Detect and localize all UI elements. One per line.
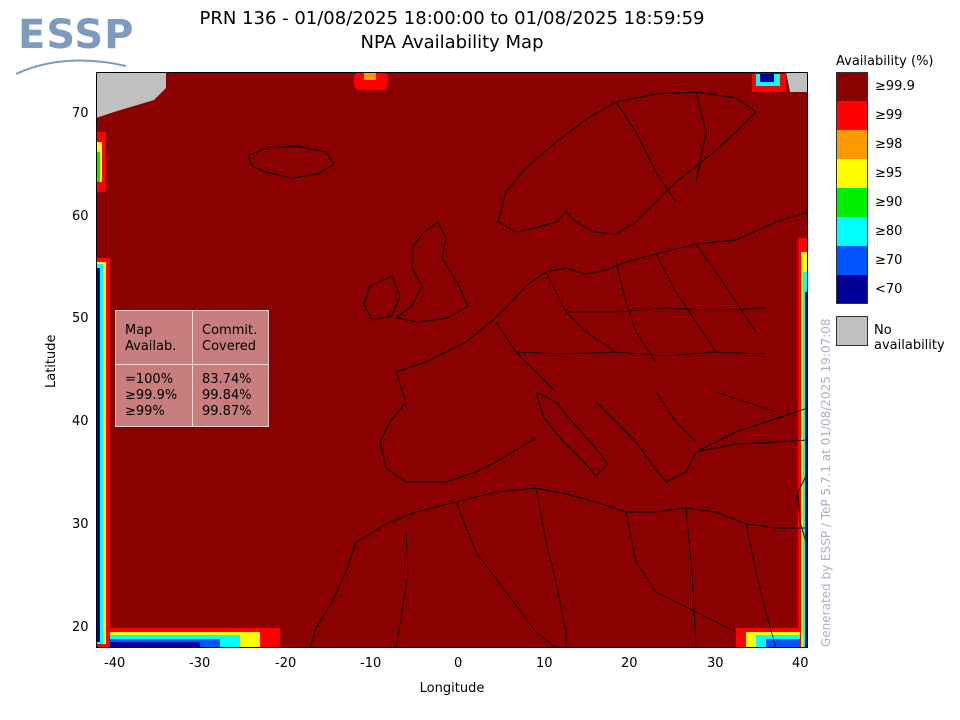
stats-covered-value: 99.87% bbox=[202, 404, 252, 419]
x-tick-label: 20 bbox=[621, 656, 638, 671]
x-tick-label: -10 bbox=[360, 656, 382, 671]
y-tick-label: 30 bbox=[72, 517, 89, 532]
no-availability-region bbox=[96, 72, 166, 118]
y-axis-label: Latitude bbox=[44, 334, 59, 388]
x-axis-label: Longitude bbox=[419, 681, 485, 696]
stats-col2-header: Commit. Covered bbox=[202, 323, 257, 355]
coastlines bbox=[247, 91, 808, 648]
legend-title: Availability (%) bbox=[836, 54, 934, 69]
stats-header-text: Covered bbox=[202, 339, 257, 354]
stats-threshold: ≥99% bbox=[125, 404, 165, 419]
right-edge-degradation bbox=[736, 74, 808, 648]
legend-swatch bbox=[836, 188, 868, 217]
no-availability-region bbox=[786, 72, 808, 92]
legend-no-availability-label: No availability bbox=[874, 323, 945, 353]
stats-covered-value: 83.74% bbox=[202, 372, 252, 387]
coverage-stats-box: Map Availab. Commit. Covered =100% ≥99.9… bbox=[115, 310, 269, 427]
stats-covered-value: 99.84% bbox=[202, 388, 252, 403]
stats-threshold: =100% bbox=[125, 372, 174, 387]
legend-swatch bbox=[836, 275, 868, 304]
y-tick-label: 20 bbox=[72, 620, 89, 635]
legend-label: ≥99.9 bbox=[875, 79, 915, 94]
bottom-edge-degradation bbox=[110, 628, 280, 648]
legend-swatch bbox=[836, 72, 868, 101]
legend-label: ≥70 bbox=[875, 253, 903, 268]
legend-swatch bbox=[836, 246, 868, 275]
legend-label: ≥99 bbox=[875, 108, 903, 123]
essp-logo: ESSP bbox=[14, 12, 135, 82]
legend-label: ≥95 bbox=[875, 166, 903, 181]
x-tick-label: -20 bbox=[275, 656, 297, 671]
x-tick-label: -30 bbox=[189, 656, 211, 671]
stats-header-text: Commit. bbox=[202, 323, 258, 338]
legend-swatch bbox=[836, 101, 868, 130]
y-tick-label: 40 bbox=[72, 414, 89, 429]
legend-label: ≥98 bbox=[875, 137, 903, 152]
x-tick-label: 30 bbox=[707, 656, 724, 671]
legend-label: <70 bbox=[875, 282, 903, 297]
map-subtitle: NPA Availability Map bbox=[360, 32, 544, 53]
left-edge-degradation bbox=[96, 132, 110, 648]
map-title: PRN 136 - 01/08/2025 18:00:00 to 01/08/2… bbox=[199, 8, 705, 29]
x-tick-label: 0 bbox=[454, 656, 463, 671]
stats-threshold: ≥99.9% bbox=[125, 388, 178, 403]
x-tick-label: -40 bbox=[104, 656, 126, 671]
top-edge-degradation bbox=[354, 72, 388, 90]
legend-swatch bbox=[836, 217, 868, 246]
stats-covered: 83.74% 99.84% 99.87% bbox=[202, 372, 252, 420]
stats-thresholds: =100% ≥99.9% ≥99% bbox=[125, 372, 177, 420]
legend-swatch bbox=[836, 159, 868, 188]
legend-label: ≥80 bbox=[875, 224, 903, 239]
stats-col1-header: Map Availab. bbox=[125, 323, 176, 355]
country-borders bbox=[395, 243, 777, 648]
y-tick-label: 60 bbox=[72, 209, 89, 224]
legend-swatch bbox=[836, 130, 868, 159]
x-tick-label: 40 bbox=[792, 656, 809, 671]
y-tick-label: 50 bbox=[72, 311, 89, 326]
logo-text: ESSP bbox=[18, 12, 135, 58]
generated-note: Generated by ESSP / TeP 5.7.1 at 01/08/2… bbox=[819, 318, 833, 647]
stats-header-text: Map bbox=[125, 323, 153, 338]
stats-header-text: Availab. bbox=[125, 339, 177, 354]
y-tick-label: 70 bbox=[72, 106, 89, 121]
x-tick-label: 10 bbox=[536, 656, 553, 671]
legend-no-availability-swatch bbox=[836, 316, 868, 346]
legend-label: ≥90 bbox=[875, 195, 903, 210]
